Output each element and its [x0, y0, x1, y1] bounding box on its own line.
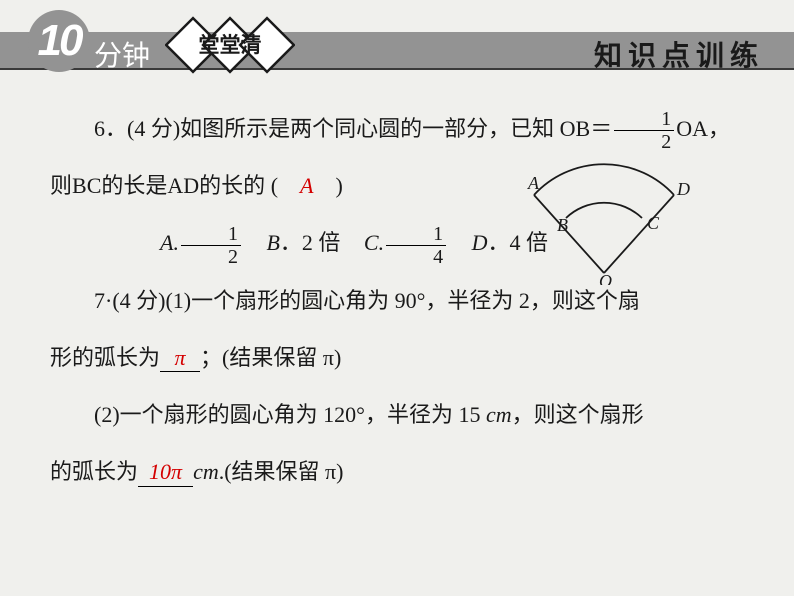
- q7-blank1: π: [160, 345, 200, 372]
- timer-badge: 10: [28, 10, 90, 72]
- option-c: C.14: [364, 230, 448, 255]
- q6-answer: A: [300, 173, 313, 198]
- outer-arc: [534, 164, 674, 195]
- q7-part1-line2: 形的弧长为π ；(结果保留 π): [50, 329, 764, 386]
- line-oa: [534, 195, 604, 273]
- option-a: A.12: [160, 230, 243, 255]
- section-title: 知识点训练: [594, 34, 764, 74]
- concentric-arcs-diagram: A B C D O: [509, 155, 699, 285]
- diamond-text: 堂堂清: [199, 33, 262, 57]
- arc-ad: AD: [167, 157, 199, 214]
- label-c: C: [647, 213, 660, 233]
- line-od: [604, 195, 674, 273]
- option-b: B．2 倍: [266, 230, 340, 255]
- arc-bc: BC: [72, 157, 101, 214]
- label-o: O: [599, 271, 612, 285]
- minutes-label: 分钟: [94, 34, 150, 74]
- header-section: 10 分钟 堂堂清 知识点训练: [0, 0, 794, 80]
- q7-part2-line2: 的弧长为10π cm.(结果保留 π): [50, 443, 764, 500]
- diamond-decoration: 堂堂清: [165, 15, 295, 75]
- q7-part2-line1: (2)一个扇形的圆心角为 120°，半径为 15 cm，则这个扇形: [50, 386, 764, 443]
- label-b: B: [557, 215, 568, 235]
- answer-paren: ( A ): [271, 157, 343, 214]
- q6-after: OA，: [676, 116, 730, 141]
- q6-prefix: 6．(4 分)如图所示是两个同心圆的一部分，已知 OB＝: [94, 116, 612, 141]
- fraction-half: 12: [614, 108, 674, 153]
- label-d: D: [676, 179, 690, 199]
- q6-line1: 6．(4 分)如图所示是两个同心圆的一部分，已知 OB＝12OA，: [50, 100, 764, 157]
- inner-arc: [566, 203, 642, 218]
- label-a: A: [527, 173, 540, 193]
- timer-number: 10: [38, 16, 81, 66]
- q7-blank2: 10π: [138, 459, 193, 486]
